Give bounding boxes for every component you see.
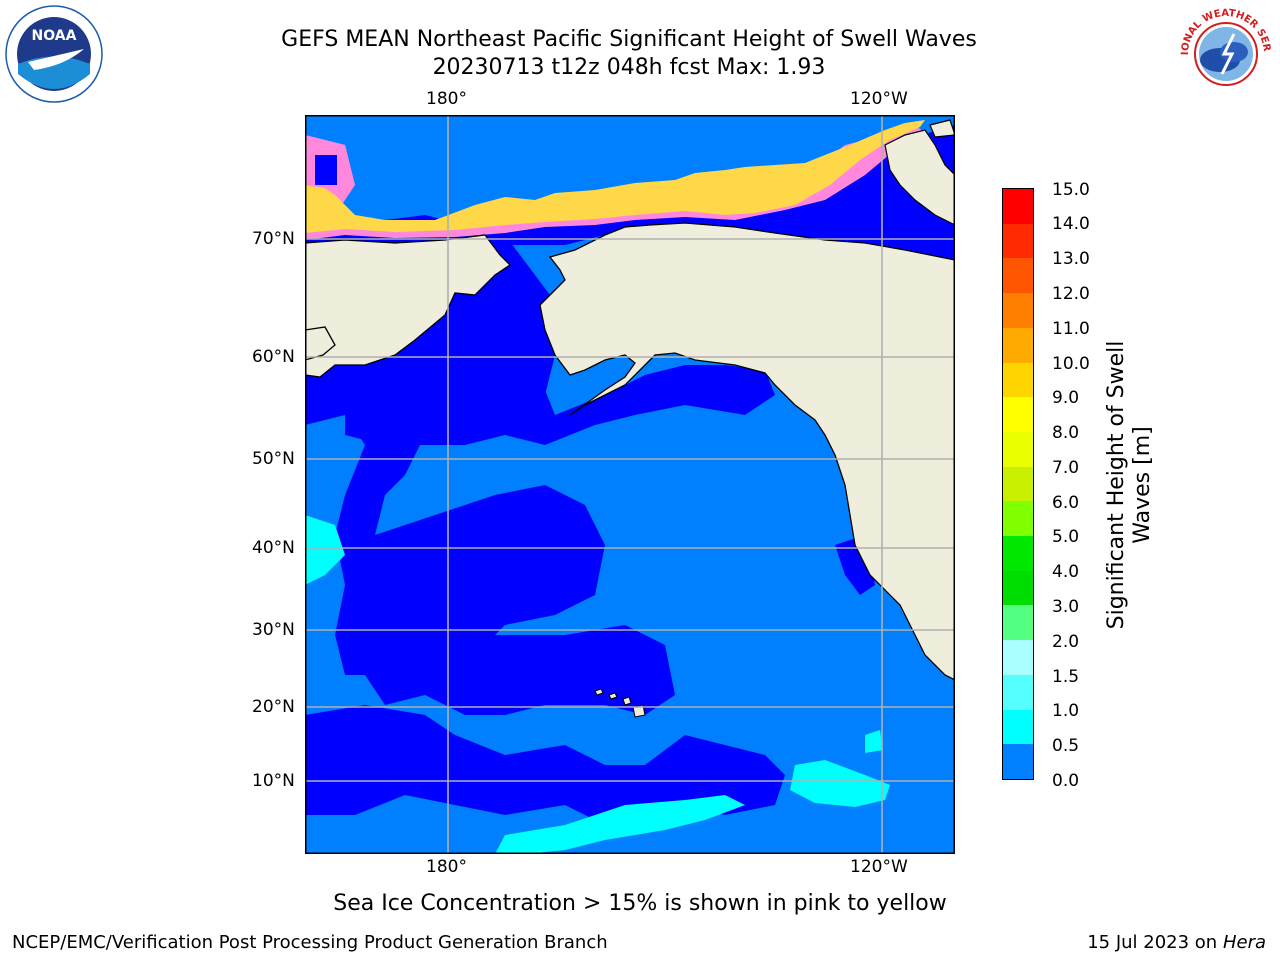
colorbar-segment (1003, 189, 1033, 224)
colorbar-segment (1003, 570, 1033, 606)
lon-tick-bottom-180: 180° (426, 857, 467, 877)
swell-mid-patch-east-2 (865, 730, 883, 753)
colorbar-tick-14: 14.0 (1052, 214, 1090, 234)
colorbar-segment (1003, 674, 1033, 710)
colorbar-tick-4: 4.0 (1052, 562, 1080, 582)
lon-tick-top-180: 180° (426, 89, 467, 109)
swell-low-bering (345, 345, 775, 445)
title-line-2: 20230713 t12z 048h fcst Max: 1.93 (432, 55, 826, 80)
colorbar-tick-11: 11.0 (1052, 319, 1090, 339)
lat-tick-10n: 10°N (252, 771, 295, 791)
colorbar-tick-13: 13.0 (1052, 249, 1090, 269)
land-hawaii (594, 688, 646, 718)
colorbar-tick-5: 5.0 (1052, 527, 1080, 547)
caption: Sea Ice Concentration > 15% is shown in … (333, 891, 947, 916)
title-line-1: GEFS MEAN Northeast Pacific Significant … (281, 27, 977, 52)
swell-mid-patch-west (305, 515, 345, 585)
lon-tick-bottom-120w: 120°W (850, 857, 908, 877)
colorbar-segment (1003, 709, 1033, 745)
colorbar-segment (1003, 605, 1033, 641)
colorbar-tick-1-5: 1.5 (1052, 667, 1080, 687)
colorbar-label-line-1: Significant Height of Swell (1104, 340, 1129, 630)
graticule (305, 115, 955, 854)
colorbar-tick-0-5: 0.5 (1052, 736, 1080, 756)
lat-tick-30n: 30°N (252, 620, 295, 640)
lat-tick-40n: 40°N (252, 538, 295, 558)
colorbar-tick-7: 7.0 (1052, 458, 1080, 478)
colorbar-segment (1003, 466, 1033, 502)
colorbar-tick-10: 10.0 (1052, 354, 1090, 374)
lon-tick-top-120w: 120°W (850, 89, 908, 109)
colorbar-tick-3: 3.0 (1052, 597, 1080, 617)
colorbar-tick-9: 9.0 (1052, 388, 1080, 408)
colorbar-tick-15: 15.0 (1052, 180, 1090, 200)
colorbar-tick-12: 12.0 (1052, 284, 1090, 304)
colorbar-segment (1003, 536, 1033, 571)
land-arctic-island-small (929, 119, 955, 138)
swell-low-region-south (305, 705, 785, 825)
nws-logo: NATIONAL WEATHER SERVICE (1172, 0, 1276, 104)
sea-ice-hole (315, 155, 337, 185)
colorbar-tick-0: 0.0 (1052, 771, 1080, 791)
lat-tick-50n: 50°N (252, 449, 295, 469)
colorbar-segment (1003, 744, 1033, 779)
colorbar-segment (1003, 431, 1033, 467)
colorbar-tick-2: 2.0 (1052, 632, 1080, 652)
noaa-logo: NOAA (4, 4, 104, 104)
map-panel (305, 115, 955, 854)
swell-mid-patch-east (790, 760, 890, 807)
land-asia (305, 234, 512, 378)
map-frame (305, 115, 955, 854)
lat-tick-60n: 60°N (252, 347, 295, 367)
sea-ice-yellow (305, 120, 925, 233)
lat-tick-20n: 20°N (252, 697, 295, 717)
colorbar-segment (1003, 293, 1033, 328)
colorbar-segment (1003, 501, 1033, 537)
footer-left: NCEP/EMC/Verification Post Processing Pr… (12, 932, 608, 953)
lat-tick-70n: 70°N (252, 229, 295, 249)
colorbar-segment (1003, 362, 1033, 398)
footer-host: Hera (1222, 932, 1266, 953)
colorbar-segment (1003, 223, 1033, 259)
footer-right: 15 Jul 2023 on Hera (1087, 932, 1266, 953)
colorbar (1002, 188, 1034, 780)
colorbar-tick-8: 8.0 (1052, 423, 1080, 443)
noaa-logo-text: NOAA (32, 28, 77, 44)
sea-ice-pink (305, 125, 925, 240)
colorbar-tick-1: 1.0 (1052, 701, 1080, 721)
land-kamchatka (305, 326, 336, 361)
colorbar-segment (1003, 258, 1033, 294)
swell-mid-patch-south (495, 795, 745, 854)
colorbar-segment (1003, 327, 1033, 363)
land-north-america (539, 222, 955, 681)
colorbar-label-line-2: Waves [m] (1130, 426, 1155, 544)
colorbar-segment (1003, 397, 1033, 432)
footer-date: 15 Jul 2023 on (1087, 932, 1223, 953)
colorbar-segment (1003, 640, 1033, 675)
colorbar-tick-6: 6.0 (1052, 493, 1080, 513)
land-arctic-islands (884, 129, 955, 226)
